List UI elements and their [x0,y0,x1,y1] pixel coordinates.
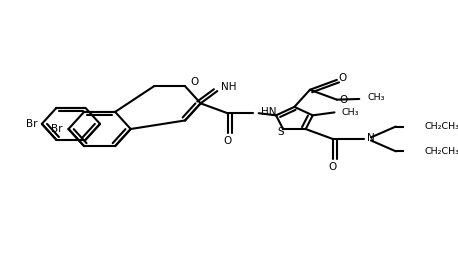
Text: CH₂CH₃: CH₂CH₃ [425,147,458,156]
Text: O: O [224,136,232,146]
Text: O: O [339,95,348,105]
Text: Br: Br [51,124,63,134]
Text: O: O [328,162,337,172]
Text: CH₃: CH₃ [342,108,359,117]
Text: CH₃: CH₃ [367,93,385,102]
Text: S: S [278,127,284,138]
Text: N: N [367,133,375,143]
Text: NH: NH [221,82,236,92]
Text: CH₂CH₃: CH₂CH₃ [425,122,458,131]
Text: O: O [339,73,347,83]
Text: O: O [190,77,198,87]
Text: HN: HN [261,107,276,117]
Text: Br: Br [26,119,37,129]
